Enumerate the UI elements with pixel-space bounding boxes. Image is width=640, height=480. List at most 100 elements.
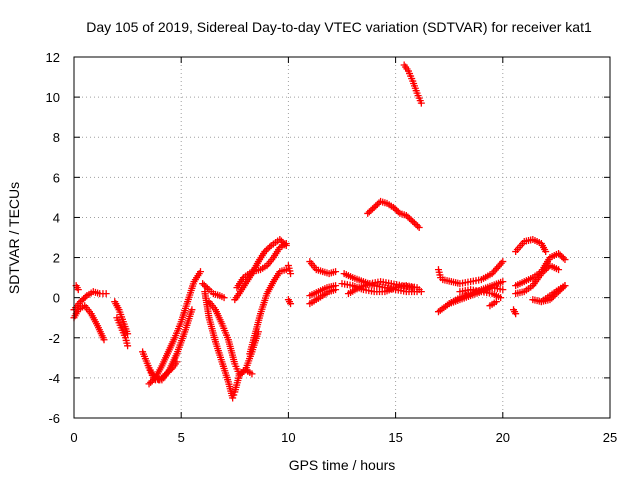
data-point [287,270,295,278]
y-tick-label: -2 [48,331,60,346]
y-tick-label: 0 [53,291,60,306]
data-point [80,295,88,303]
data-point [100,336,108,344]
data-point [499,278,507,286]
y-tick-label: -6 [48,411,60,426]
data-point [276,236,284,244]
data-point [561,256,569,264]
data-point [145,380,153,388]
data-point [414,222,422,230]
data-point [409,284,417,292]
data-point [407,216,415,224]
data-point [161,371,169,379]
data-point [406,214,414,222]
data-point [156,376,164,384]
x-axis-label: GPS time / hours [289,457,396,473]
data-points [70,61,569,402]
data-point [173,358,181,366]
data-point [230,391,238,399]
y-tick-label: 4 [53,210,60,225]
data-point [394,208,402,216]
data-point [412,220,420,228]
x-tick-label: 10 [281,430,295,445]
data-point [409,217,417,225]
data-point [124,342,132,350]
y-axis-label: SDTVAR / TECUs [6,182,22,294]
chart-title: Day 105 of 2019, Sidereal Day-to-day VTE… [86,19,592,35]
data-point [262,246,270,254]
data-point [365,208,373,216]
data-point [147,378,155,386]
data-point [229,394,237,402]
data-point [287,300,295,308]
data-point [332,268,340,276]
data-point [102,290,110,298]
grid-layer [74,57,610,418]
x-tick-label: 5 [178,430,185,445]
data-point [364,209,372,217]
data-point [248,370,256,378]
y-tick-label: 2 [53,251,60,266]
data-point [417,99,425,107]
data-point [264,245,272,253]
data-point [199,280,207,288]
data-point [159,373,167,381]
data-point [372,202,380,210]
data-point [413,288,421,296]
data-point [200,281,208,289]
data-point [332,282,340,290]
data-point [124,330,132,338]
y-tick-label: 10 [46,90,60,105]
data-point [266,243,274,251]
x-tick-label: 25 [603,430,617,445]
data-point [555,266,563,274]
data-point [389,203,397,211]
data-point [261,248,269,256]
data-point [512,310,520,318]
data-point [196,268,204,276]
data-point [391,205,399,213]
y-tick-label: 12 [46,50,60,65]
data-point [393,206,401,214]
plot-frame [73,56,611,419]
data-point [367,206,375,214]
data-point [558,253,566,261]
data-point [492,298,500,306]
x-tick-label: 15 [388,430,402,445]
data-point [165,367,173,375]
data-point [555,250,563,258]
data-point [370,203,378,211]
data-point [375,199,383,207]
data-point [373,200,381,208]
data-point [220,294,228,302]
data-point [542,248,550,256]
data-point [76,298,84,306]
data-point [402,211,410,219]
data-point [559,254,567,262]
data-point [78,296,86,304]
y-tick-label: -4 [48,371,60,386]
y-tick-label: 8 [53,130,60,145]
data-point [74,286,82,294]
data-point [164,368,172,376]
data-point [162,370,170,378]
data-point [282,240,290,248]
y-tick-label: 6 [53,170,60,185]
data-point [202,283,210,291]
data-point [410,219,418,227]
axis-ticks: 0 5 10 15 20 25 -6 -4 -2 0 2 4 6 8 10 12 [46,50,618,445]
data-point [167,365,175,373]
data-point [369,205,377,213]
data-point [188,306,196,314]
data-point [415,223,423,231]
data-point [203,284,211,292]
x-tick-label: 20 [496,430,510,445]
data-point [81,293,89,301]
data-point [499,258,507,266]
data-point [499,286,507,294]
x-tick-label: 0 [70,430,77,445]
data-point [561,282,569,290]
data-point [497,294,505,302]
data-point [556,251,564,259]
